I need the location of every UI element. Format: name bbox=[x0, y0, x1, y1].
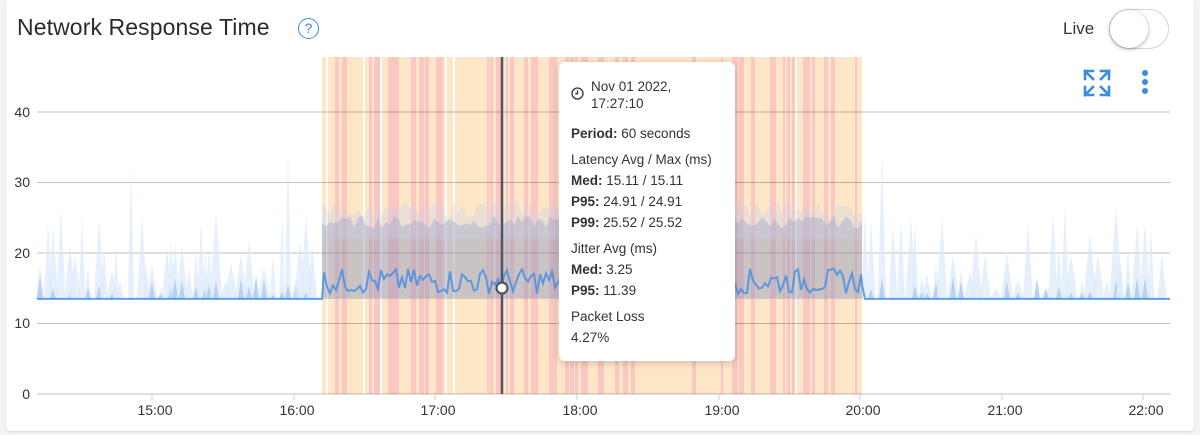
tooltip-latency-p99: P99: 25.52 / 25.52 bbox=[571, 215, 683, 230]
y-tick-0: 0 bbox=[22, 386, 30, 402]
tooltip-jitter-header: Jitter Avg (ms) bbox=[571, 241, 658, 256]
chart-tooltip: Nov 01 2022, 17:27:10 Period: 60 seconds… bbox=[559, 62, 735, 361]
x-tick-1700: 17:00 bbox=[420, 402, 456, 418]
x-tick-1600: 16:00 bbox=[279, 402, 315, 418]
help-icon[interactable]: ? bbox=[298, 18, 319, 39]
y-tick-20: 20 bbox=[14, 245, 30, 261]
more-vertical-icon[interactable] bbox=[1138, 68, 1152, 98]
expand-arrows-icon[interactable] bbox=[1082, 68, 1112, 98]
tooltip-timestamp: Nov 01 2022, 17:27:10 bbox=[571, 78, 723, 112]
x-tick-2000: 20:00 bbox=[845, 402, 881, 418]
x-tick-1500: 15:00 bbox=[137, 402, 173, 418]
tooltip-date: Nov 01 2022, bbox=[591, 79, 672, 94]
tooltip-packet-loss-header: Packet Loss bbox=[571, 309, 645, 324]
x-tick-1900: 19:00 bbox=[704, 402, 740, 418]
page-title: Network Response Time bbox=[17, 14, 270, 40]
tooltip-time: 17:27:10 bbox=[591, 96, 644, 111]
tooltip-jitter-med: Med: 3.25 bbox=[571, 262, 633, 277]
x-tick-2200: 22:00 bbox=[1128, 402, 1164, 418]
tooltip-latency-med: Med: 15.11 / 15.11 bbox=[571, 173, 684, 188]
live-toggle[interactable] bbox=[1109, 9, 1169, 49]
clock-icon bbox=[571, 87, 584, 100]
y-tick-10: 10 bbox=[14, 315, 30, 331]
tooltip-latency-p95: P95: 24.91 / 24.91 bbox=[571, 194, 683, 209]
y-tick-40: 40 bbox=[14, 104, 30, 120]
tooltip-jitter-p95: P95: 11.39 bbox=[571, 283, 637, 298]
tooltip-packet-loss-value: 4.27% bbox=[571, 330, 610, 345]
x-tick-2100: 21:00 bbox=[987, 402, 1023, 418]
x-tick-1800: 18:00 bbox=[562, 402, 598, 418]
live-label: Live bbox=[1063, 19, 1095, 38]
tooltip-latency-header: Latency Avg / Max (ms) bbox=[571, 152, 712, 167]
tooltip-period: Period: 60 seconds bbox=[571, 126, 691, 141]
live-toggle-knob bbox=[1110, 10, 1148, 48]
y-tick-30: 30 bbox=[14, 174, 30, 190]
